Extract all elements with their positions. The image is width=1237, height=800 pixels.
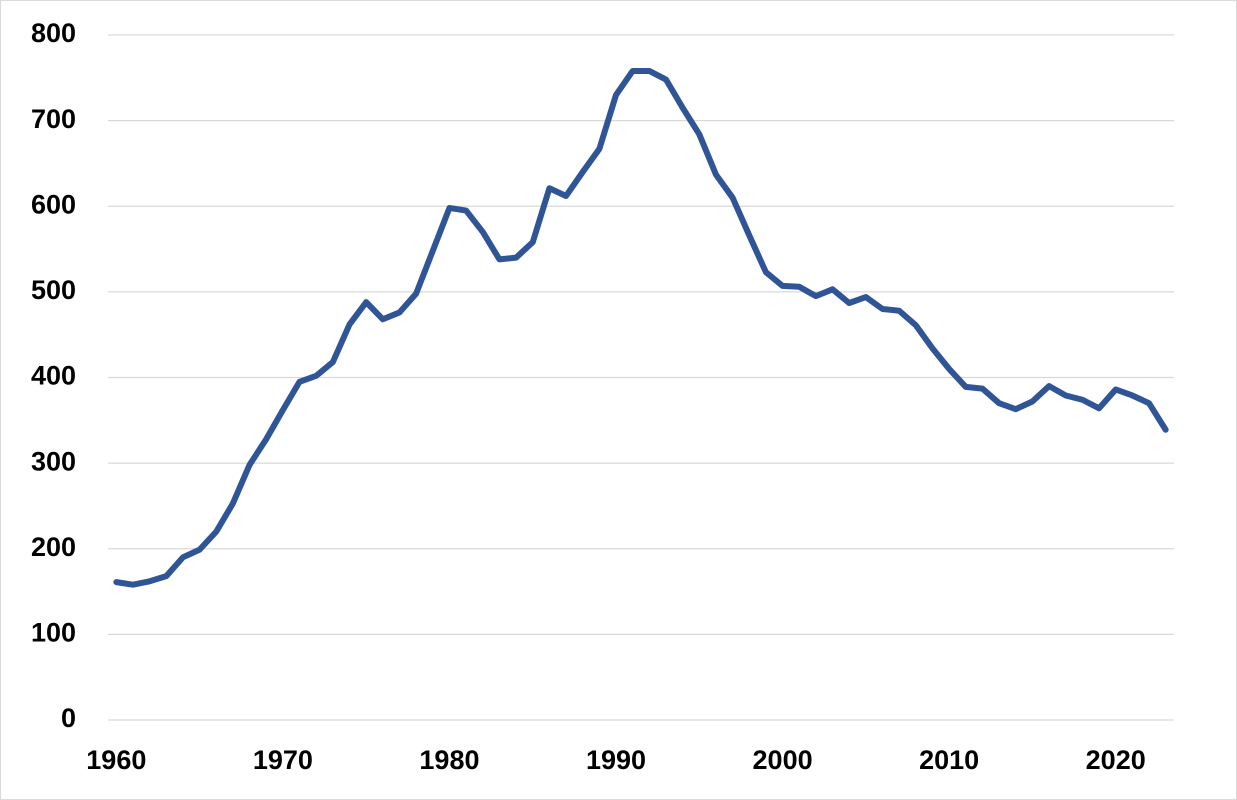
x-tick-label: 2000 [753, 745, 813, 775]
y-tick-label: 300 [31, 446, 76, 476]
y-tick-label: 100 [31, 618, 76, 648]
data-line [113, 67, 1169, 588]
y-tick-label: 500 [31, 275, 76, 305]
x-tick-label: 2020 [1086, 745, 1146, 775]
x-tick-label: 1960 [86, 745, 146, 775]
x-tick-label: 2010 [919, 745, 979, 775]
y-tick-label: 800 [31, 18, 76, 48]
y-tick-label: 400 [31, 361, 76, 391]
y-tick-label: 200 [31, 532, 76, 562]
x-tick-label: 1990 [586, 745, 646, 775]
x-tick-label: 1980 [419, 745, 479, 775]
y-tick-label: 600 [31, 189, 76, 219]
x-tick-label: 1970 [253, 745, 313, 775]
y-tick-label: 700 [31, 104, 76, 134]
y-tick-label: 0 [61, 703, 76, 733]
